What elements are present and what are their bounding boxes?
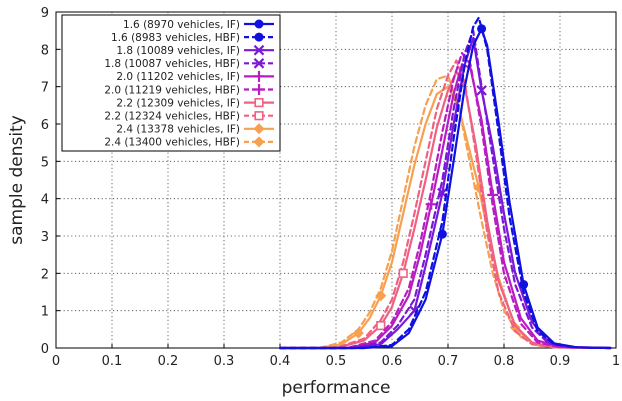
series-point <box>477 24 487 34</box>
x-tick-label: 0.1 <box>102 354 123 369</box>
y-tick-label: 5 <box>41 155 49 170</box>
series-point <box>398 268 408 278</box>
legend-item: 1.6 (8983 vehicles, HBF) <box>111 32 274 44</box>
legend: 1.6 (8970 vehicles, IF)1.6 (8983 vehicle… <box>61 14 281 152</box>
y-tick-label: 9 <box>41 6 49 21</box>
y-tick-label: 3 <box>41 230 49 245</box>
legend-item: 1.8 (10089 vehicles, IF) <box>116 44 274 57</box>
series-point <box>425 198 437 210</box>
x-tick-label: 0.5 <box>326 354 347 369</box>
x-tick-label: 0 <box>52 354 60 369</box>
series-1 <box>278 24 612 350</box>
legend-marker <box>253 123 265 135</box>
y-tick-label: 8 <box>41 43 49 58</box>
legend-label: 1.8 (10087 vehicles, HBF) <box>104 58 240 70</box>
legend-marker <box>253 58 265 69</box>
legend-label: 1.6 (8970 vehicles, IF) <box>123 19 240 31</box>
series-point <box>375 290 387 302</box>
y-tick-label: 6 <box>41 118 49 133</box>
legend-marker <box>254 32 264 42</box>
series-line <box>278 27 612 350</box>
x-tick-label: 0.8 <box>494 354 515 369</box>
legend-marker <box>253 44 265 56</box>
legend-item: 2.0 (11202 vehicles, IF) <box>116 70 274 83</box>
x-tick-label: 0.3 <box>214 354 235 369</box>
y-tick-label: 0 <box>41 342 49 357</box>
legend-marker <box>253 84 265 95</box>
legend-label: 2.4 (13378 vehicles, IF) <box>116 124 240 136</box>
legend-label: 2.4 (13400 vehicles, HBF) <box>104 137 240 149</box>
legend-label: 2.2 (12309 vehicles, IF) <box>116 97 240 109</box>
x-tick-label: 0.2 <box>158 354 179 369</box>
legend-marker <box>253 70 265 82</box>
series-point <box>476 85 487 96</box>
series-point <box>487 189 499 201</box>
x-axis-title: performance <box>282 378 391 398</box>
legend-box <box>61 14 281 152</box>
legend-label: 2.0 (11219 vehicles, HBF) <box>104 84 240 96</box>
series-line <box>278 59 612 350</box>
x-tick-label: 0.7 <box>438 354 459 369</box>
series-8 <box>278 59 612 350</box>
series-layer <box>278 16 612 350</box>
x-tick-label: 1 <box>612 354 620 369</box>
series-point <box>352 327 364 339</box>
series-point <box>437 229 447 239</box>
legend-item: 2.0 (11219 vehicles, HBF) <box>104 84 274 96</box>
legend-marker <box>254 111 264 121</box>
legend-item: 2.4 (13400 vehicles, HBF) <box>104 136 274 149</box>
series-2 <box>278 16 612 350</box>
axis-ticks: 0 0.1 0.2 0.3 0.4 0.5 0.6 0.7 0.8 0.9 1 0 1 2 3 4 5 6 7 8 9 <box>41 6 620 369</box>
series-point <box>376 320 386 331</box>
legend-item: 1.6 (8970 vehicles, IF) <box>123 19 274 31</box>
y-tick-label: 2 <box>41 267 49 282</box>
legend-marker <box>253 136 265 148</box>
series-line <box>278 63 612 350</box>
legend-item: 2.2 (12309 vehicles, IF) <box>116 97 274 109</box>
x-tick-label: 0.6 <box>382 354 403 369</box>
legend-label: 1.8 (10089 vehicles, IF) <box>116 45 240 57</box>
legend-label: 2.0 (11202 vehicles, IF) <box>116 71 240 83</box>
legend-label: 1.6 (8983 vehicles, HBF) <box>111 32 240 44</box>
series-7 <box>278 70 612 350</box>
y-tick-label: 7 <box>41 81 49 96</box>
legend-marker <box>254 19 264 29</box>
legend-label: 2.2 (12324 vehicles, HBF) <box>104 111 240 123</box>
legend-item: 2.4 (13378 vehicles, IF) <box>116 123 274 136</box>
x-tick-label: 0.4 <box>270 354 291 369</box>
series-6 <box>278 51 612 350</box>
y-axis-title: sample density <box>7 115 27 245</box>
series-point <box>519 280 529 290</box>
series-line <box>278 51 612 350</box>
series-line <box>278 16 612 350</box>
legend-item: 1.8 (10087 vehicles, HBF) <box>104 58 274 70</box>
legend-item: 2.2 (12324 vehicles, HBF) <box>104 111 274 123</box>
y-tick-label: 1 <box>41 305 49 320</box>
y-tick-label: 4 <box>41 193 49 208</box>
x-tick-label: 0.9 <box>550 354 571 369</box>
legend-marker <box>254 98 264 108</box>
series-5 <box>278 63 612 350</box>
